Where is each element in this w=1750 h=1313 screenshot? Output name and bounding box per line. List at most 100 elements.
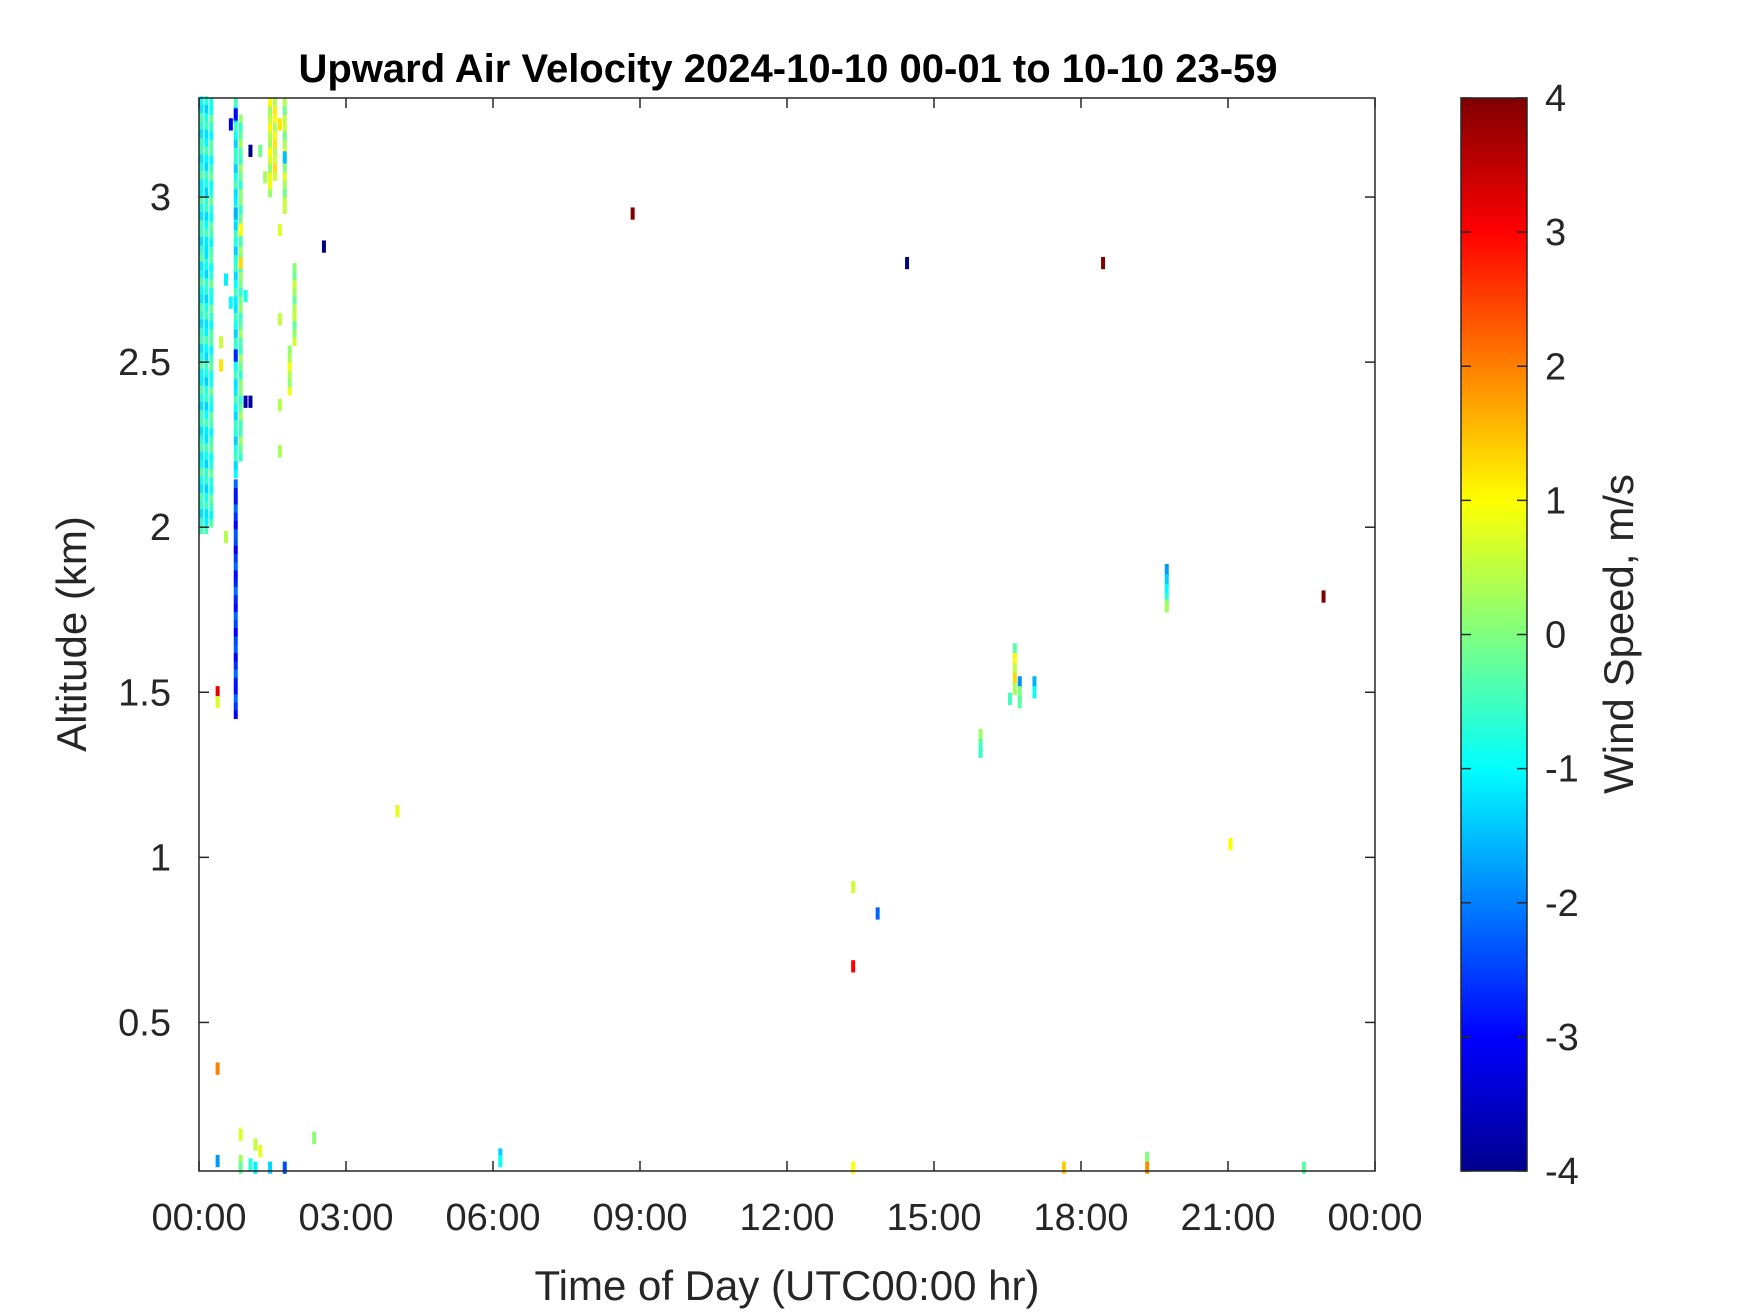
- heatmap-cell: [204, 434, 209, 444]
- heatmap-cell: [204, 459, 209, 469]
- heatmap-cell: [272, 164, 277, 173]
- heatmap-cell: [199, 352, 204, 361]
- heatmap-cell: [199, 236, 204, 246]
- heatmap-cell: [204, 409, 209, 419]
- heatmap-cell: [272, 172, 277, 181]
- heatmap-cell: [238, 411, 243, 421]
- heatmap-cell: [292, 320, 297, 330]
- heatmap-cell: [199, 294, 204, 303]
- heatmap-cell: [238, 320, 243, 330]
- heatmap-cell: [209, 411, 214, 421]
- heatmap-cell: [233, 370, 238, 379]
- heatmap-cell: [233, 479, 238, 488]
- heatmap-cell: [238, 329, 243, 338]
- heatmap-cell: [199, 203, 204, 213]
- heatmap-cell: [238, 1128, 243, 1141]
- heatmap-cell: [199, 467, 204, 477]
- heatmap-cell: [292, 263, 297, 272]
- heatmap-cell: [292, 287, 297, 297]
- heatmap-cell: [253, 1161, 258, 1174]
- heatmap-cell: [1145, 1151, 1150, 1164]
- heatmap-cell: [209, 378, 214, 388]
- heatmap-cell: [233, 221, 238, 231]
- heatmap-cell: [287, 386, 292, 396]
- heatmap-cell: [1061, 1161, 1066, 1174]
- heatmap-cell: [233, 386, 238, 396]
- colorbar-gradient: [1460, 97, 1528, 1172]
- heatmap-cell: [233, 619, 238, 629]
- heatmap-cell: [204, 352, 209, 361]
- colorbar-tick-label: 1: [1545, 480, 1566, 522]
- heatmap-cell: [851, 880, 856, 894]
- heatmap-cell: [204, 385, 209, 394]
- heatmap-cell: [978, 745, 983, 758]
- heatmap-cell: [238, 345, 243, 355]
- heatmap-cell: [199, 96, 204, 105]
- heatmap-cell: [1164, 573, 1169, 587]
- heatmap-cell: [209, 386, 214, 396]
- heatmap-cell: [851, 1161, 856, 1174]
- heatmap-cell: [268, 155, 273, 165]
- heatmap-cell: [498, 1148, 503, 1161]
- heatmap-cell: [215, 686, 220, 699]
- heatmap-cell: [209, 164, 214, 173]
- heatmap-cell: [204, 360, 209, 370]
- heatmap-cell: [238, 353, 243, 363]
- x-tick-label: 21:00: [1180, 1197, 1275, 1239]
- heatmap-cell: [209, 419, 214, 429]
- heatmap-cell: [233, 627, 238, 637]
- heatmap-cell: [204, 104, 209, 114]
- heatmap-cells: [199, 96, 1326, 1174]
- heatmap-cell: [282, 114, 287, 124]
- heatmap-cell: [1012, 672, 1017, 686]
- heatmap-cell: [204, 261, 209, 270]
- heatmap-cell: [1017, 676, 1022, 689]
- x-tick-label: 15:00: [886, 1197, 981, 1239]
- heatmap-cell: [233, 702, 238, 711]
- heatmap-cell: [209, 485, 214, 495]
- heatmap-cell: [204, 335, 209, 345]
- heatmap-cell: [238, 1161, 243, 1174]
- heatmap-cell: [238, 287, 243, 297]
- heatmap-cell: [248, 395, 253, 408]
- heatmap-cell: [268, 147, 273, 157]
- heatmap-cell: [233, 586, 238, 596]
- heatmap-cell: [272, 114, 277, 124]
- heatmap-cell: [233, 685, 238, 695]
- heatmap-cell: [233, 108, 238, 121]
- heatmap-cell: [199, 459, 204, 469]
- heatmap-cell: [204, 277, 209, 287]
- heatmap-cell: [238, 403, 243, 412]
- heatmap-cell: [199, 368, 204, 378]
- heatmap-cell: [233, 693, 238, 703]
- heatmap-cell: [233, 594, 238, 604]
- heatmap-cell: [209, 370, 214, 379]
- heatmap-cell: [204, 145, 209, 155]
- heatmap-cell: [204, 129, 209, 138]
- heatmap-cell: [204, 178, 209, 188]
- heatmap-cell: [199, 187, 204, 196]
- heatmap-cell: [209, 106, 214, 115]
- heatmap-cell: [199, 170, 204, 180]
- y-axis-label: Altitude (km): [48, 516, 95, 752]
- heatmap-cell: [199, 162, 204, 171]
- heatmap-cell: [204, 211, 209, 221]
- heatmap-cell: [238, 205, 243, 214]
- heatmap-cell: [268, 98, 273, 107]
- heatmap-cell: [238, 256, 243, 270]
- x-tick-label: 03:00: [298, 1197, 393, 1239]
- heatmap-cell: [209, 345, 214, 355]
- heatmap-cell: [209, 452, 214, 462]
- heatmap-cell: [204, 228, 209, 237]
- heatmap-cell: [238, 172, 243, 181]
- heatmap-cell: [268, 131, 273, 140]
- heatmap-cell: [199, 195, 204, 204]
- heatmap-cell: [209, 518, 214, 528]
- heatmap-cell: [1032, 686, 1037, 699]
- colorbar-tick-label: -3: [1545, 1017, 1579, 1059]
- heatmap-cell: [498, 1154, 503, 1168]
- plot-background: [199, 98, 1375, 1171]
- heatmap-cell: [209, 469, 214, 478]
- heatmap-cell: [199, 277, 204, 287]
- heatmap-cell: [282, 122, 287, 132]
